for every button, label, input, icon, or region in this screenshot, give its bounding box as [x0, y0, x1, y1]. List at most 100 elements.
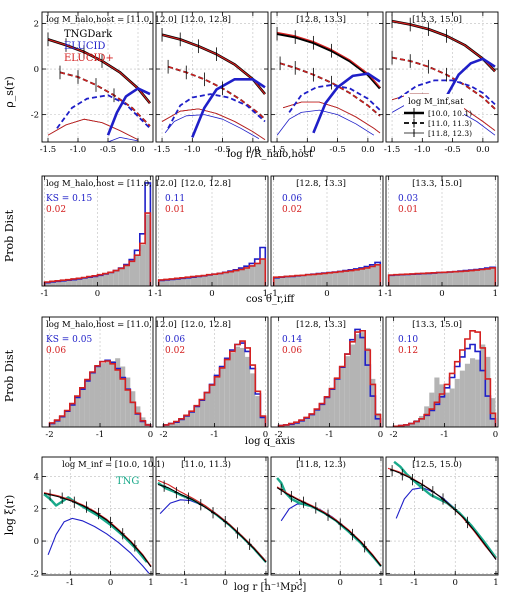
row3-panel1-ks-red: 0.06 — [46, 346, 66, 356]
hist-bar — [240, 347, 246, 427]
x-tick-label: -1.0 — [70, 145, 86, 155]
x-tick-label: -1 — [96, 430, 104, 440]
hist-bar — [125, 377, 131, 427]
x-tick-label: 0.0 — [476, 145, 490, 155]
hist-bar — [173, 421, 179, 427]
hist-bar — [233, 270, 239, 286]
row2-panel4: -1 0 1 — [385, 175, 499, 299]
hist-bar — [229, 352, 235, 427]
row4-panel4: -1 0 1 — [385, 456, 499, 588]
x-tick-label: -1.0 — [184, 145, 200, 155]
hist-bar — [238, 269, 244, 286]
row3-panel2-label: [12.0, 12.8] — [181, 320, 231, 330]
hist-bar — [222, 272, 228, 286]
x-tick-label: 0 — [263, 430, 268, 440]
x-tick-label: 1 — [148, 289, 153, 299]
row2-panel1: -1 0 1 — [41, 175, 154, 299]
hist-bar — [321, 273, 327, 286]
hist-bar — [299, 420, 305, 427]
row4-panel1: -1 0 1 -2 0 2 4 — [31, 456, 154, 588]
hist-bar — [189, 411, 195, 427]
mass-legend-label-2: [11.0, 11.3) — [428, 119, 472, 128]
row2-panel3-ks-blue: 0.06 — [282, 194, 302, 204]
hist-bar — [115, 358, 121, 427]
tngdark-line-high-mass — [47, 118, 139, 141]
hist-bar — [468, 270, 474, 286]
hist-bar — [139, 244, 146, 286]
x-tick-label: -1 — [180, 578, 188, 588]
panel-frame — [41, 11, 154, 143]
x-tick-label: 1 — [263, 289, 268, 299]
hist-bar — [174, 278, 180, 286]
hist-bar — [201, 275, 207, 286]
row3-panel2: -2 -1 0 — [155, 316, 269, 440]
hist-bar — [102, 273, 109, 286]
row1-panel2: -1.5 -1.0 -0.5 0.0 — [154, 11, 269, 155]
y-tick-label: 0 — [34, 65, 39, 75]
hist-bar — [71, 278, 77, 286]
elucid-plus-correlation-line — [157, 479, 267, 562]
hist-bar — [334, 378, 340, 427]
y-tick-label: 2 — [34, 19, 39, 29]
hist-bar — [470, 358, 476, 427]
hist-bar — [311, 274, 317, 286]
hist-bar — [349, 344, 355, 427]
tng-correlation-line — [43, 493, 148, 563]
hist-bar — [475, 359, 481, 427]
elucid-line-low-mass — [106, 87, 151, 136]
x-tick-label: -2 — [389, 430, 397, 440]
hist-bar — [180, 277, 186, 286]
panel-frame — [41, 316, 154, 428]
tngdark-line-low-mass — [391, 19, 496, 73]
hist-bar — [420, 273, 426, 286]
y-tick-label: -2 — [31, 569, 39, 579]
hist-bar — [234, 346, 240, 427]
x-tick-label: -1 — [295, 578, 303, 588]
hist-bar — [55, 280, 61, 286]
hist-bar — [163, 424, 169, 427]
row2-panel4-ks-red: 0.01 — [398, 205, 418, 215]
hist-bar — [118, 268, 124, 286]
x-tick-label: 0 — [338, 578, 343, 588]
hist-bar — [337, 271, 343, 286]
hist-bar — [410, 273, 416, 286]
hist-bar — [464, 363, 470, 427]
x-tick-label: -2 — [274, 430, 282, 440]
row1-panel2-label: [12.0, 12.8] — [181, 15, 231, 25]
x-tick-label: -1.5 — [154, 145, 170, 155]
hist-bar — [404, 274, 410, 286]
row3-panel3-ks-red: 0.06 — [282, 346, 302, 356]
hist-bar — [436, 272, 442, 286]
hist-bar — [84, 380, 90, 427]
hist-bar — [145, 214, 151, 286]
hist-bar — [92, 275, 98, 286]
hist-bar — [327, 272, 333, 286]
tng-correlation-line — [393, 460, 497, 559]
row3-panel3-label: [12.8, 13.3] — [296, 320, 346, 330]
hist-bar — [169, 278, 175, 286]
hist-bar — [490, 268, 496, 286]
plot-panels: -1.5 -1.0 -0.5 0.0-202-1.5 -1.0 -0.5 0.0 -1.5 -1… — [31, 11, 499, 588]
x-tick-label: -1 — [440, 430, 448, 440]
x-tick-label: -1.0 — [299, 145, 315, 155]
tngdark-correlation-line — [157, 483, 267, 563]
hist-bar — [214, 376, 220, 427]
row1-panel3: -1.5 -1.0 -0.5 0.0 — [269, 11, 384, 155]
hist-bar — [355, 334, 361, 427]
hist-bar — [196, 276, 202, 286]
x-tick-label: -2 — [159, 430, 167, 440]
panel-marks — [48, 358, 152, 427]
hist-bar — [135, 406, 141, 427]
hist-bar — [250, 373, 256, 427]
x-tick-label: -1 — [66, 578, 74, 588]
elucid-line-mid-mass — [56, 94, 151, 129]
elucid-line-high-mass — [164, 114, 260, 139]
row4-panel3-label: [11.8, 12.3) — [296, 459, 346, 470]
hist-bar — [105, 359, 111, 427]
elucid-plus-histogram — [48, 360, 152, 427]
hist-bar — [316, 273, 322, 286]
hist-bar — [217, 273, 223, 286]
panel-marks — [276, 477, 382, 567]
tngdark-line-mid-mass — [167, 65, 266, 120]
